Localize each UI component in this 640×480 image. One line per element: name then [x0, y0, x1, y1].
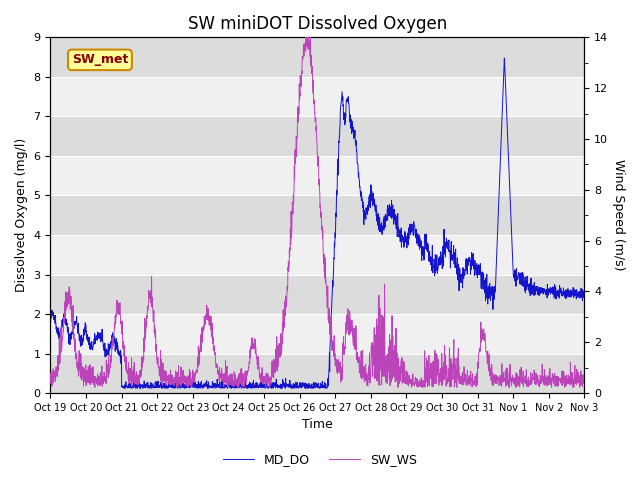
Bar — [51, 275, 584, 314]
MD_DO — [345, 100, 353, 106]
MD_DO — [195, 385, 203, 391]
Y-axis label: Dissolved Oxygen (mg/l): Dissolved Oxygen (mg/l) — [15, 138, 28, 292]
SW_WS — [534, 372, 541, 378]
Legend: MD_DO, SW_WS: MD_DO, SW_WS — [218, 448, 422, 471]
MD_DO — [500, 55, 508, 61]
MD_DO — [580, 290, 588, 296]
SW_WS — [195, 350, 203, 356]
Y-axis label: Wind Speed (m/s): Wind Speed (m/s) — [612, 159, 625, 271]
SW_WS — [333, 366, 340, 372]
Bar — [51, 156, 584, 195]
MD_DO — [473, 261, 481, 267]
Bar — [51, 37, 584, 77]
Bar — [51, 77, 584, 116]
Bar — [51, 354, 584, 393]
SW_WS — [345, 332, 353, 337]
MD_DO — [548, 284, 556, 290]
MD_DO — [248, 385, 255, 391]
SW_WS — [473, 379, 481, 385]
SW_WS — [580, 375, 588, 381]
SW_WS — [548, 372, 556, 378]
SW_WS — [505, 385, 513, 391]
Bar — [51, 314, 584, 354]
Title: SW miniDOT Dissolved Oxygen: SW miniDOT Dissolved Oxygen — [188, 15, 447, 33]
Text: SW_met: SW_met — [72, 53, 128, 66]
Bar — [51, 116, 584, 156]
X-axis label: Time: Time — [302, 419, 333, 432]
MD_DO — [333, 192, 340, 198]
MD_DO — [534, 284, 541, 289]
Bar — [51, 235, 584, 275]
Line: SW_WS: SW_WS — [51, 37, 584, 388]
Line: MD_DO: MD_DO — [51, 58, 584, 388]
SW_WS — [47, 371, 54, 376]
Bar — [51, 195, 584, 235]
SW_WS — [302, 35, 310, 40]
MD_DO — [47, 317, 54, 323]
